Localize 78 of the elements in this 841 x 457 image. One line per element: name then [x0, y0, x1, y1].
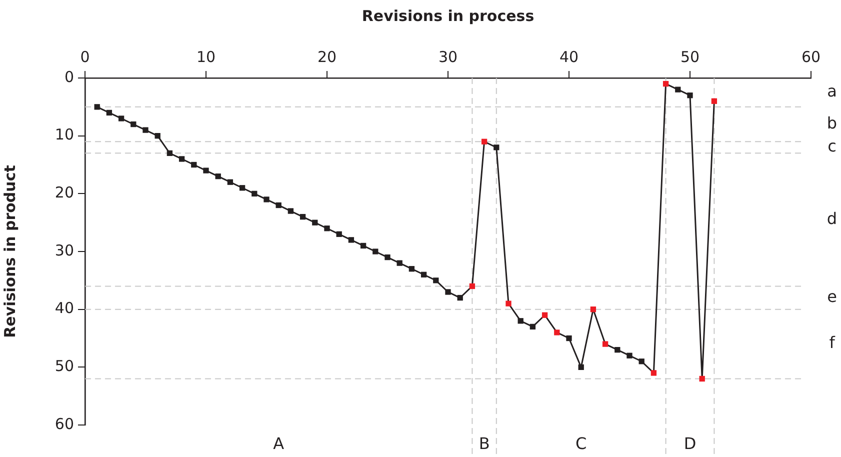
point	[566, 335, 572, 342]
x-tick-label: 10	[196, 48, 216, 66]
point	[445, 289, 451, 295]
point	[687, 92, 693, 98]
text: b	[826, 113, 838, 132]
point	[94, 104, 100, 110]
text: a	[827, 82, 837, 101]
point	[675, 86, 681, 92]
x-axis-title: Revisions in process	[362, 6, 534, 25]
point	[264, 196, 270, 202]
point	[336, 231, 342, 237]
text: e	[827, 286, 837, 306]
point	[494, 144, 500, 150]
point	[154, 133, 160, 139]
y-tick-label: 20	[54, 184, 74, 202]
point	[626, 352, 632, 358]
point	[118, 116, 124, 122]
point	[396, 260, 402, 266]
point	[203, 168, 209, 174]
point	[312, 220, 318, 226]
point	[276, 202, 282, 208]
point	[106, 110, 112, 116]
point	[227, 179, 234, 185]
y-tick-label: 50	[54, 357, 74, 376]
x-tick-label: 50	[680, 48, 700, 66]
point	[178, 156, 185, 162]
point	[530, 324, 536, 330]
text: d	[826, 208, 838, 228]
y-tick-label: 60	[54, 414, 74, 433]
point	[542, 312, 548, 318]
point	[650, 370, 657, 376]
y-tick-label: 0	[64, 68, 74, 86]
point	[239, 185, 246, 191]
point	[662, 80, 669, 87]
point	[699, 376, 705, 382]
y-tick-label: 40	[54, 299, 74, 318]
y-axis-title: Revisions in product	[0, 165, 19, 338]
point	[191, 162, 197, 168]
text: f	[829, 333, 836, 352]
point	[384, 254, 390, 260]
point	[614, 346, 620, 353]
point	[469, 283, 476, 290]
text: B	[478, 434, 490, 454]
point	[518, 318, 524, 324]
x-tick-label: 20	[317, 48, 337, 66]
point	[130, 121, 136, 128]
point	[300, 214, 306, 220]
point	[481, 138, 488, 144]
text: c	[828, 136, 836, 156]
point	[711, 98, 718, 104]
point	[252, 190, 258, 196]
text: A	[273, 434, 284, 454]
point	[348, 237, 354, 243]
x-tick-label: 40	[559, 48, 579, 66]
point	[166, 150, 173, 156]
point	[408, 266, 415, 272]
x-tick-label: 30	[438, 48, 458, 66]
point	[360, 242, 366, 249]
point	[457, 294, 463, 301]
point	[420, 272, 427, 278]
y-tick-label: 10	[54, 126, 74, 144]
text: D	[684, 434, 696, 454]
point	[590, 306, 596, 312]
point	[638, 358, 644, 364]
point	[215, 173, 221, 180]
point	[324, 226, 330, 232]
point	[578, 364, 584, 370]
text: C	[576, 434, 587, 454]
point	[554, 330, 560, 336]
point	[288, 208, 294, 214]
point	[372, 248, 378, 254]
point	[506, 300, 512, 306]
point	[433, 278, 439, 284]
x-tick-label: 60	[801, 48, 821, 66]
y-tick-label: 30	[54, 241, 74, 260]
x-tick-label: 0	[80, 48, 90, 66]
point	[142, 127, 148, 133]
point	[602, 341, 608, 347]
